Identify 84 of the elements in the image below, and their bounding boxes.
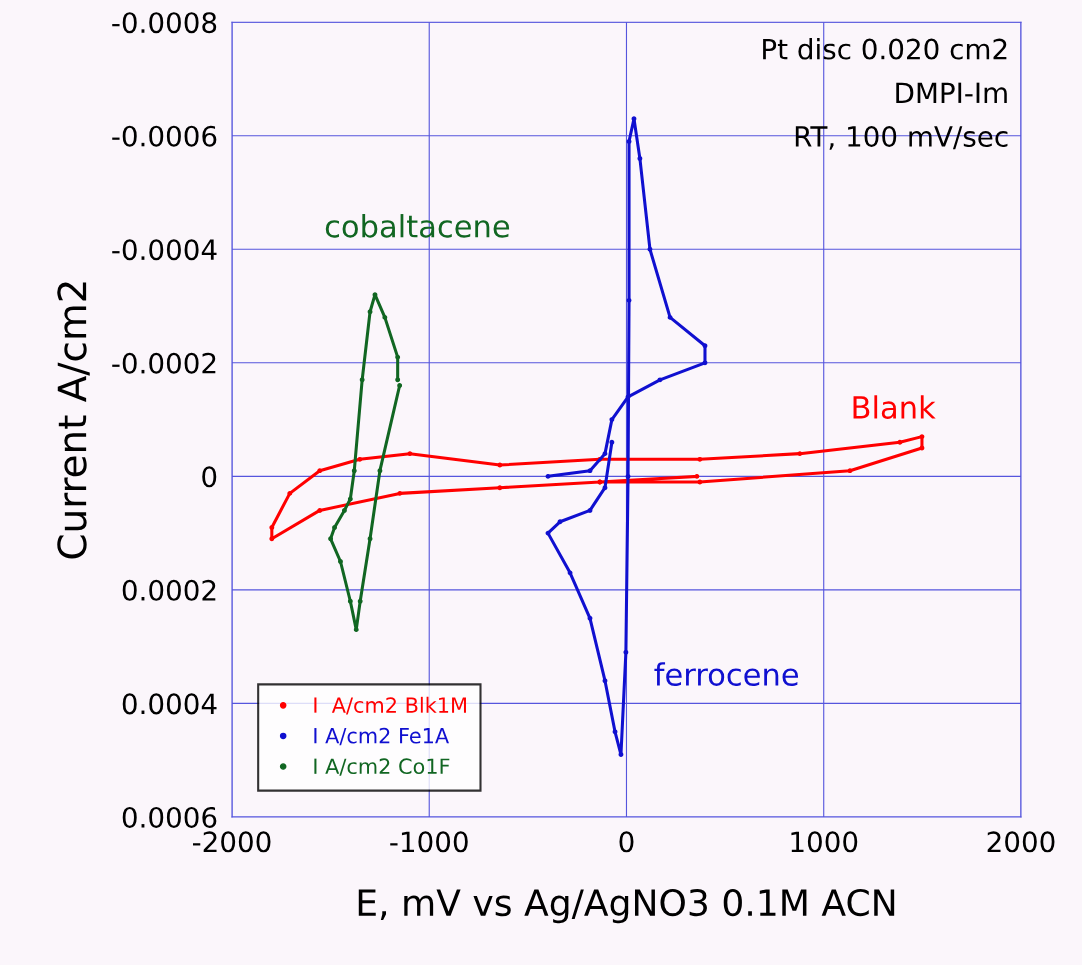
point (919, 434, 925, 440)
y-tick-label: -0.0006 (112, 125, 217, 147)
point (587, 468, 593, 474)
point (328, 536, 334, 542)
point (317, 468, 323, 474)
point (497, 462, 503, 468)
point (657, 377, 663, 383)
point (609, 417, 615, 423)
annotation: Pt disc 0.020 cm2 (763, 38, 1007, 60)
x-tick-label: 1000 (791, 831, 858, 853)
point (697, 479, 703, 485)
point (797, 451, 803, 457)
x-tick-label: 2000 (987, 831, 1055, 853)
y-tick-label: 0.0006 (122, 806, 217, 828)
point (347, 598, 353, 604)
point (694, 473, 700, 479)
point (338, 559, 343, 564)
point (317, 507, 323, 513)
point (609, 439, 615, 445)
annotation: ferrocene (654, 662, 799, 686)
y-tick-label: -0.0008 (112, 12, 217, 34)
x-tick-label: 0 (619, 831, 634, 853)
point (626, 138, 632, 144)
point (587, 507, 593, 513)
annotation: DMPI-Im (896, 82, 1007, 103)
point (602, 451, 608, 457)
line-series (269, 434, 925, 542)
point (587, 615, 593, 621)
point (623, 649, 629, 655)
point (341, 507, 347, 513)
point (367, 536, 373, 542)
point (353, 627, 359, 633)
point (702, 360, 708, 366)
point (357, 456, 363, 462)
point (567, 570, 573, 576)
point (347, 496, 353, 502)
legend-label: I A/cm2 Fe1A (314, 727, 449, 746)
x-tick-label: -1000 (390, 831, 468, 853)
point (631, 116, 637, 122)
y-tick-label: 0.0002 (122, 579, 216, 601)
y-axis-title: Current A/cm2 (57, 282, 90, 559)
point (919, 445, 925, 451)
legend-label: I A/cm2 Blk1M (314, 696, 466, 715)
point (269, 536, 275, 542)
y-tick-label: 0 (202, 466, 217, 488)
y-tick-label: 0.0004 (122, 693, 217, 715)
point (407, 451, 413, 457)
point (397, 383, 403, 388)
point (647, 246, 653, 252)
point (545, 473, 551, 479)
legend-label: I A/cm2 Co1F (314, 758, 450, 776)
point (382, 314, 388, 320)
point (847, 468, 853, 474)
point (702, 343, 708, 349)
point (351, 468, 357, 474)
point (367, 309, 373, 315)
point (287, 490, 293, 496)
annotation: RT, 100 mV/sec (795, 126, 1008, 150)
point (697, 456, 703, 462)
x-tick-label: -2000 (192, 831, 271, 853)
point (545, 530, 551, 536)
point (397, 490, 403, 496)
point (332, 525, 337, 530)
point (602, 678, 608, 684)
point (395, 354, 401, 360)
point (269, 525, 275, 530)
point (897, 439, 903, 445)
x-axis-title: E, mV vs Ag/AgNO3 0.1M ACN (358, 888, 895, 924)
point (359, 377, 365, 383)
point (625, 473, 631, 479)
annotation: Blank (853, 395, 936, 419)
point (626, 297, 632, 303)
point (557, 519, 563, 525)
point (612, 729, 618, 735)
point (637, 156, 643, 161)
point (667, 314, 673, 320)
point (377, 468, 383, 474)
point (357, 598, 363, 604)
point (395, 377, 401, 383)
point (618, 752, 624, 757)
y-tick-label: -0.0002 (112, 352, 216, 374)
point (602, 485, 608, 491)
y-tick-label: -0.0004 (112, 239, 217, 261)
point (497, 485, 503, 491)
